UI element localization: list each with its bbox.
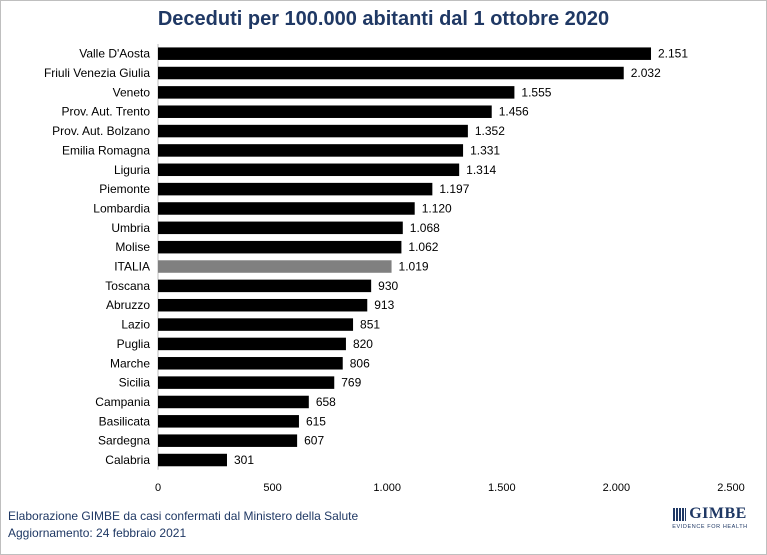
category-label: ITALIA: [114, 260, 150, 274]
category-label: Campania: [95, 395, 150, 409]
value-label: 607: [304, 434, 324, 448]
category-label: Marche: [110, 356, 150, 370]
bar: [158, 357, 343, 370]
chart-title: Deceduti per 100.000 abitanti dal 1 otto…: [157, 8, 610, 30]
value-label: 1.062: [408, 240, 438, 254]
value-label: 301: [234, 453, 254, 467]
value-label: 930: [378, 279, 398, 293]
value-label: 851: [360, 318, 380, 332]
bar: [158, 376, 335, 389]
bar: [158, 182, 433, 196]
value-label: 1.314: [466, 163, 496, 177]
bar: [158, 318, 354, 331]
bar: [158, 124, 468, 138]
category-label: Sardegna: [98, 434, 150, 448]
category-label: Liguria: [114, 163, 150, 177]
bar: [158, 337, 346, 351]
value-label: 806: [350, 356, 370, 370]
category-label: Umbria: [111, 221, 150, 235]
x-tick-label: 1.500: [488, 482, 516, 494]
bar: [158, 453, 227, 467]
bar: [158, 86, 515, 99]
bar: [158, 66, 624, 80]
category-label: Prov. Aut. Trento: [62, 105, 151, 119]
value-label: 769: [341, 376, 361, 390]
bar: [158, 144, 464, 157]
value-label: 615: [306, 414, 326, 428]
value-label: 1.120: [422, 201, 452, 215]
category-label: Piemonte: [99, 182, 150, 196]
bar: [158, 415, 299, 428]
x-tick-label: 2.000: [603, 482, 631, 494]
value-label: 1.019: [399, 260, 429, 274]
category-label: Abruzzo: [106, 298, 150, 312]
category-label: Emilia Romagna: [62, 143, 150, 157]
value-label: 2.032: [631, 66, 661, 80]
value-label: 820: [353, 337, 373, 351]
bar: [158, 395, 309, 409]
bar: [158, 260, 392, 273]
category-label: Lombardia: [93, 201, 150, 215]
bar: [158, 163, 460, 177]
bar: [158, 221, 403, 235]
category-label: Veneto: [113, 85, 151, 99]
value-label: 1.352: [475, 124, 505, 138]
x-tick-label: 0: [155, 482, 161, 494]
category-label: Basilicata: [99, 414, 151, 428]
source-note: Elaborazione GIMBE da casi confermati da…: [8, 509, 359, 523]
value-label: 1.068: [410, 221, 440, 235]
value-label: 1.555: [521, 85, 551, 99]
logo-icon: [673, 507, 687, 521]
x-tick-label: 1.000: [373, 482, 401, 494]
value-label: 913: [374, 298, 394, 312]
category-label: Toscana: [105, 279, 150, 293]
bar: [158, 240, 402, 254]
update-date: Aggiornamento: 24 febbraio 2021: [8, 526, 187, 540]
bar: [158, 434, 298, 447]
category-label: Lazio: [121, 318, 150, 332]
value-label: 1.197: [439, 182, 469, 196]
value-label: 1.456: [499, 105, 529, 119]
x-tick-label: 2.500: [717, 482, 745, 494]
bar: [158, 298, 368, 312]
value-label: 2.151: [658, 47, 688, 61]
category-label: Puglia: [117, 337, 151, 351]
x-tick-label: 500: [263, 482, 281, 494]
category-label: Molise: [115, 240, 150, 254]
bar: [158, 202, 415, 215]
bar: [158, 47, 652, 60]
logo-tagline: EVIDENCE FOR HEALTH: [672, 524, 748, 530]
logo-word: GIMBE: [689, 505, 747, 522]
category-label: Friuli Venezia Giulia: [44, 66, 150, 80]
value-label: 1.331: [470, 143, 500, 157]
category-label: Sicilia: [119, 376, 151, 390]
category-label: Prov. Aut. Bolzano: [52, 124, 150, 138]
category-label: Valle D'Aosta: [79, 47, 150, 61]
gimbe-logo: GIMBE EVIDENCE FOR HEALTH: [660, 505, 760, 530]
value-label: 658: [316, 395, 336, 409]
category-label: Calabria: [105, 453, 150, 467]
bar: [158, 105, 492, 118]
bar: [158, 279, 372, 293]
